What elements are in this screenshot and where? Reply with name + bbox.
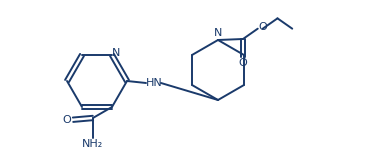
Text: O: O (239, 58, 247, 68)
Text: HN: HN (146, 78, 162, 88)
Text: N: N (214, 28, 222, 38)
Text: O: O (258, 22, 267, 32)
Text: NH₂: NH₂ (82, 139, 104, 149)
Text: O: O (63, 115, 71, 125)
Text: N: N (112, 48, 120, 58)
